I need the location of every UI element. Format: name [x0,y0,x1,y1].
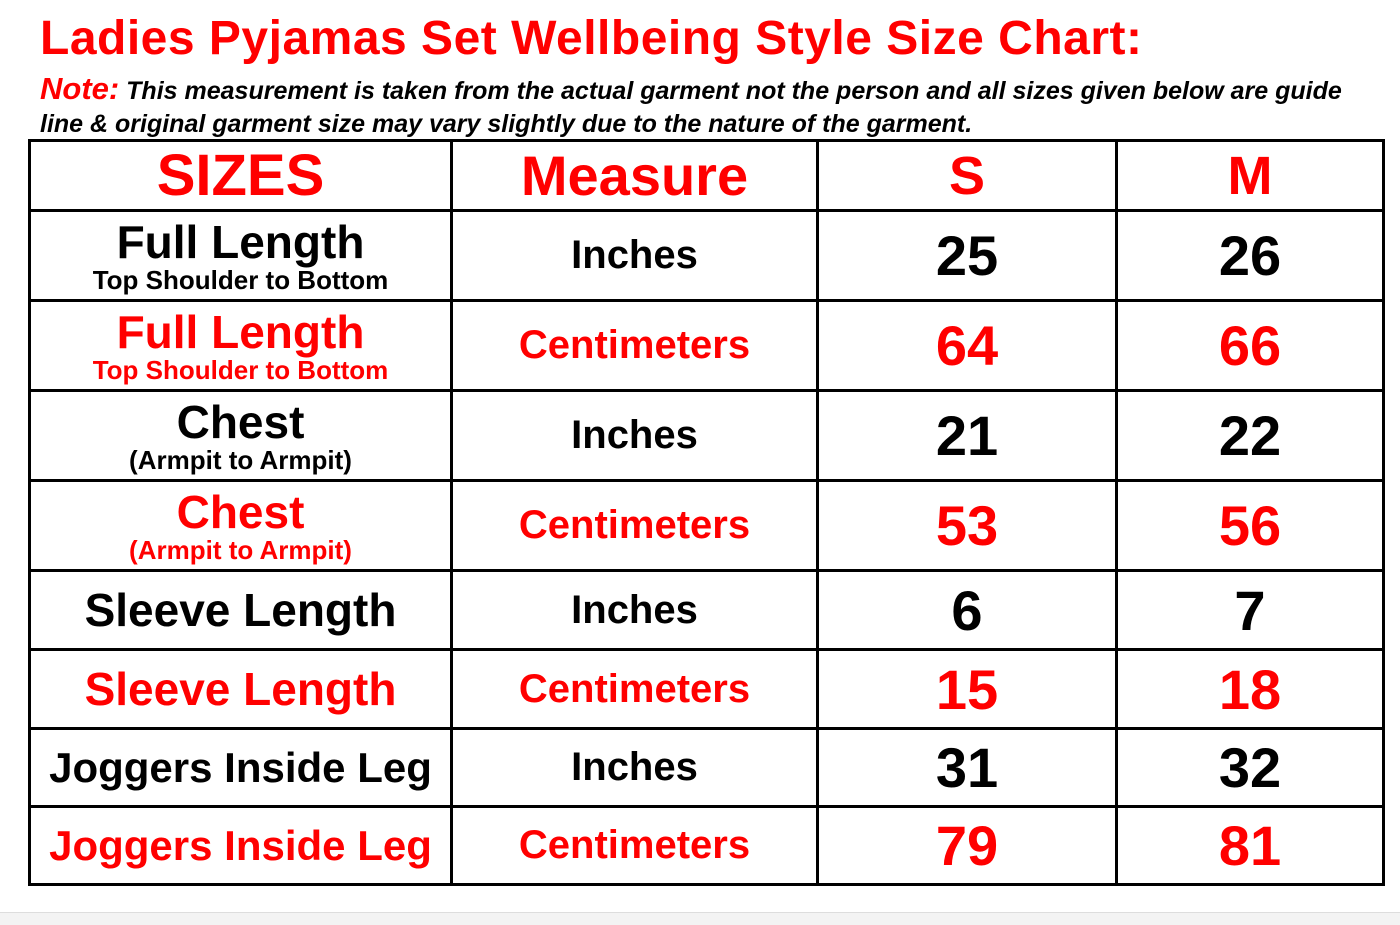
row-label: Joggers Inside Leg [49,743,432,791]
row-value-s: 53 [816,479,1118,572]
table-row: Sleeve Length Inches 6 7 [28,569,1385,651]
row-value-s: 21 [816,389,1118,482]
row-label: Chest [176,395,305,448]
row-label-cell: Full Length Top Shoulder to Bottom [28,299,453,392]
row-value-m: 18 [1115,648,1385,730]
note-text: Note: This measurement is taken from the… [40,72,1380,141]
row-measure: Centimeters [450,479,819,572]
row-label: Sleeve Length [84,663,397,715]
row-measure: Inches [450,727,819,808]
row-value-m: 22 [1115,389,1385,482]
row-measure: Inches [450,209,819,302]
bottom-strip [0,912,1400,925]
row-value-s: 31 [816,727,1118,808]
row-label-cell: Sleeve Length [28,569,453,651]
row-measure: Centimeters [450,805,819,886]
row-value-m: 66 [1115,299,1385,392]
row-measure: Centimeters [450,648,819,730]
table-header-row: SIZES Measure S M [28,139,1385,212]
size-chart-table: SIZES Measure S M Full Length Top Should… [28,139,1385,886]
header-size-s: S [816,139,1118,212]
row-measure: Inches [450,389,819,482]
row-sublabel: Top Shoulder to Bottom [92,354,389,385]
table-row: Sleeve Length Centimeters 15 18 [28,648,1385,730]
table-row: Full Length Top Shoulder to Bottom Inche… [28,209,1385,302]
row-value-m: 7 [1115,569,1385,651]
table-row: Joggers Inside Leg Centimeters 79 81 [28,805,1385,886]
row-label-cell: Chest (Armpit to Armpit) [28,389,453,482]
row-value-m: 32 [1115,727,1385,808]
row-label-cell: Joggers Inside Leg [28,805,453,886]
row-label: Sleeve Length [84,584,397,636]
row-label: Joggers Inside Leg [49,821,432,869]
row-value-s: 64 [816,299,1118,392]
header-measure: Measure [450,139,819,212]
table-row: Chest (Armpit to Armpit) Inches 21 22 [28,389,1385,482]
row-value-m: 56 [1115,479,1385,572]
table-row: Chest (Armpit to Armpit) Centimeters 53 … [28,479,1385,572]
row-sublabel: (Armpit to Armpit) [129,534,352,565]
row-value-m: 81 [1115,805,1385,886]
page-title: Ladies Pyjamas Set Wellbeing Style Size … [40,12,1143,65]
row-label: Full Length [116,305,365,358]
row-value-s: 6 [816,569,1118,651]
row-measure: Centimeters [450,299,819,392]
table-row: Joggers Inside Leg Inches 31 32 [28,727,1385,808]
header-size-m: M [1115,139,1385,212]
row-label-cell: Joggers Inside Leg [28,727,453,808]
row-value-m: 26 [1115,209,1385,302]
table-row: Full Length Top Shoulder to Bottom Centi… [28,299,1385,392]
row-sublabel: Top Shoulder to Bottom [92,264,389,295]
header-sizes: SIZES [28,139,453,212]
row-label: Chest [176,485,305,538]
note-label: Note: [40,71,120,106]
row-label-cell: Full Length Top Shoulder to Bottom [28,209,453,302]
row-value-s: 15 [816,648,1118,730]
row-sublabel: (Armpit to Armpit) [129,444,352,475]
row-label-cell: Sleeve Length [28,648,453,730]
note-body: This measurement is taken from the actua… [40,77,1342,138]
row-label-cell: Chest (Armpit to Armpit) [28,479,453,572]
row-measure: Inches [450,569,819,651]
row-value-s: 25 [816,209,1118,302]
row-label: Full Length [116,215,365,268]
row-value-s: 79 [816,805,1118,886]
